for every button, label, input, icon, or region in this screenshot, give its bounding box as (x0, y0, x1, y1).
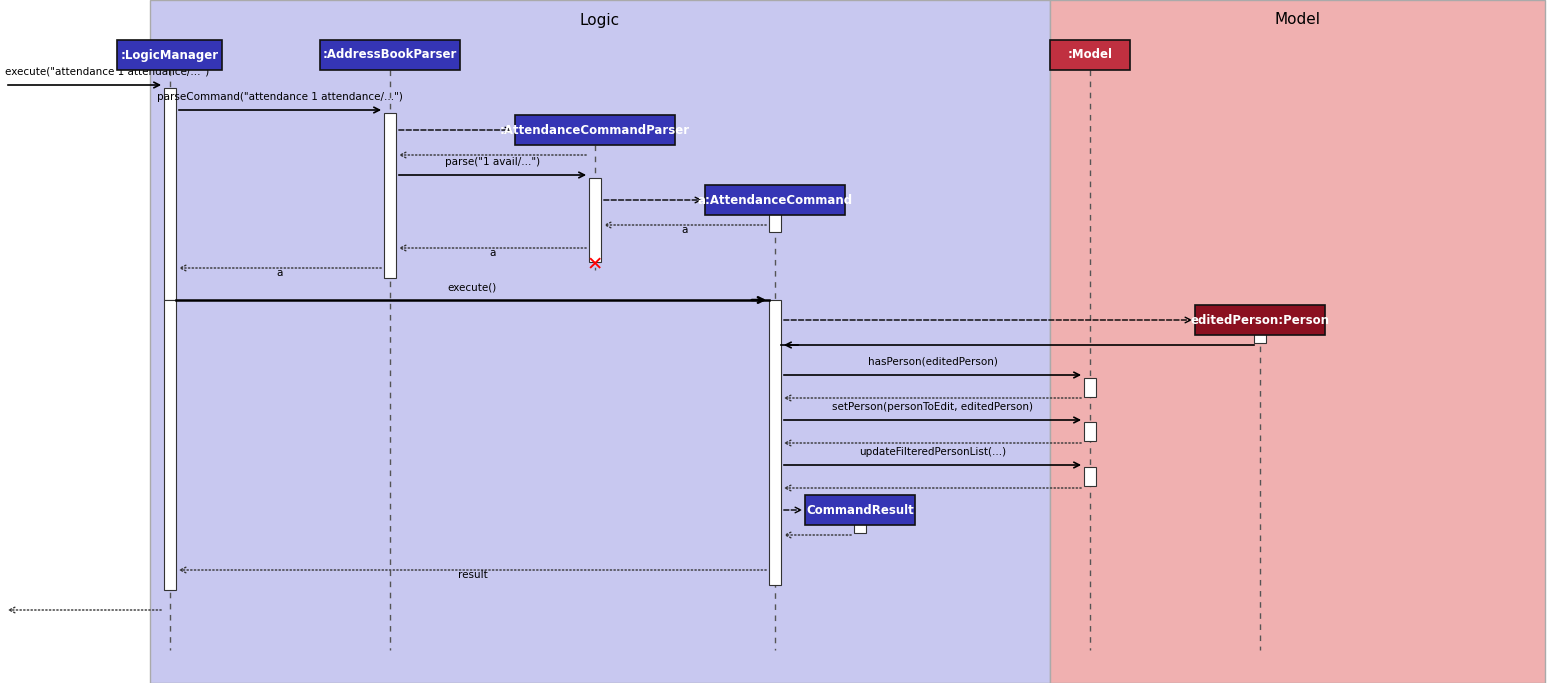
Bar (515, 115, 676, 145)
Text: parse("1 avail/..."): parse("1 avail/...") (445, 157, 540, 167)
Bar (805, 495, 916, 525)
Bar (163, 300, 176, 590)
Text: Logic: Logic (579, 12, 620, 27)
Text: a: a (277, 268, 283, 278)
Text: setPerson(personToEdit, editedPerson): setPerson(personToEdit, editedPerson) (831, 402, 1032, 412)
Text: parseCommand("attendance 1 attendance/..."): parseCommand("attendance 1 attendance/..… (157, 92, 403, 102)
Text: :AddressBookParser: :AddressBookParser (322, 48, 458, 61)
Text: Model: Model (1275, 12, 1320, 27)
Text: a: a (489, 248, 495, 258)
Bar (1196, 305, 1325, 335)
Text: :Model: :Model (1068, 48, 1113, 61)
Bar (117, 40, 223, 70)
Bar (1049, 0, 1545, 683)
Text: execute(): execute() (448, 282, 497, 292)
Text: :AttendanceCommandParser: :AttendanceCommandParser (500, 124, 690, 137)
Bar (149, 0, 1049, 683)
Bar (1049, 40, 1130, 70)
Bar (385, 113, 395, 278)
Text: editedPerson:Person: editedPerson:Person (1191, 313, 1330, 326)
Bar (769, 300, 782, 585)
Bar (769, 203, 782, 232)
Bar (1084, 467, 1096, 486)
Bar (163, 88, 176, 300)
Text: result: result (458, 570, 487, 580)
Bar (1084, 422, 1096, 441)
Bar (321, 40, 459, 70)
Text: ✕: ✕ (587, 255, 603, 275)
Text: updateFilteredPersonList(...): updateFilteredPersonList(...) (859, 447, 1006, 457)
Bar (589, 178, 601, 262)
Text: CommandResult: CommandResult (807, 503, 914, 516)
Text: a: a (682, 225, 688, 235)
Bar (1084, 378, 1096, 397)
Text: hasPerson(editedPerson): hasPerson(editedPerson) (867, 357, 998, 367)
Bar (853, 512, 866, 533)
Text: execute("attendance 1 attendance/..."): execute("attendance 1 attendance/...") (5, 67, 209, 77)
Text: :LogicManager: :LogicManager (121, 48, 220, 61)
Text: a:AttendanceCommand: a:AttendanceCommand (698, 193, 853, 206)
Bar (705, 185, 845, 215)
Bar (1253, 322, 1266, 343)
